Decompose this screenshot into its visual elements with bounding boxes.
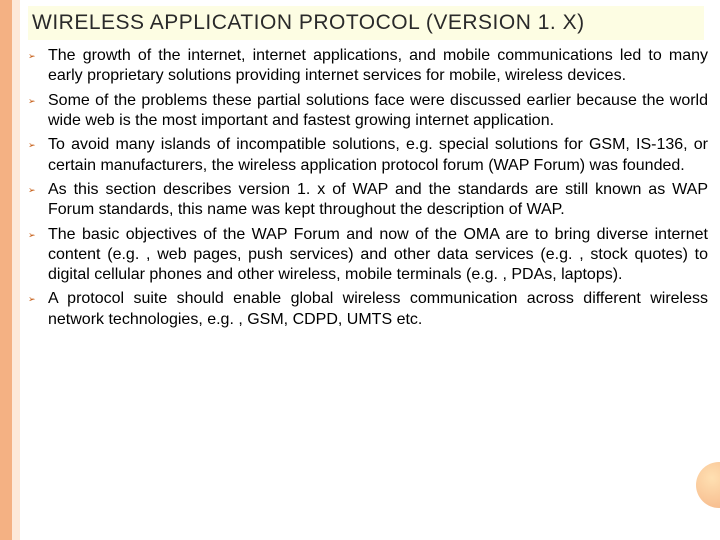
chevron-right-icon: ➢ bbox=[28, 46, 48, 62]
bullet-text: As this section describes version 1. x o… bbox=[48, 180, 708, 221]
title-container: WIRELESS APPLICATION PROTOCOL (VERSION 1… bbox=[28, 6, 704, 40]
chevron-right-icon: ➢ bbox=[28, 225, 48, 241]
list-item: ➢ Some of the problems these partial sol… bbox=[28, 91, 708, 132]
list-item: ➢ The growth of the internet, internet a… bbox=[28, 46, 708, 87]
bullet-list: ➢ The growth of the internet, internet a… bbox=[28, 46, 708, 334]
bullet-text: The growth of the internet, internet app… bbox=[48, 46, 708, 87]
bullet-text: The basic objectives of the WAP Forum an… bbox=[48, 225, 708, 286]
slide-title: WIRELESS APPLICATION PROTOCOL (VERSION 1… bbox=[32, 11, 585, 35]
chevron-right-icon: ➢ bbox=[28, 289, 48, 305]
list-item: ➢ As this section describes version 1. x… bbox=[28, 180, 708, 221]
list-item: ➢ To avoid many islands of incompatible … bbox=[28, 135, 708, 176]
left-accent-stripe bbox=[0, 0, 12, 540]
list-item: ➢ A protocol suite should enable global … bbox=[28, 289, 708, 330]
chevron-right-icon: ➢ bbox=[28, 180, 48, 196]
chevron-right-icon: ➢ bbox=[28, 135, 48, 151]
bullet-text: Some of the problems these partial solut… bbox=[48, 91, 708, 132]
circle-decoration-icon bbox=[696, 462, 720, 508]
chevron-right-icon: ➢ bbox=[28, 91, 48, 107]
bullet-text: To avoid many islands of incompatible so… bbox=[48, 135, 708, 176]
bullet-text: A protocol suite should enable global wi… bbox=[48, 289, 708, 330]
list-item: ➢ The basic objectives of the WAP Forum … bbox=[28, 225, 708, 286]
left-inner-stripe bbox=[12, 0, 20, 540]
